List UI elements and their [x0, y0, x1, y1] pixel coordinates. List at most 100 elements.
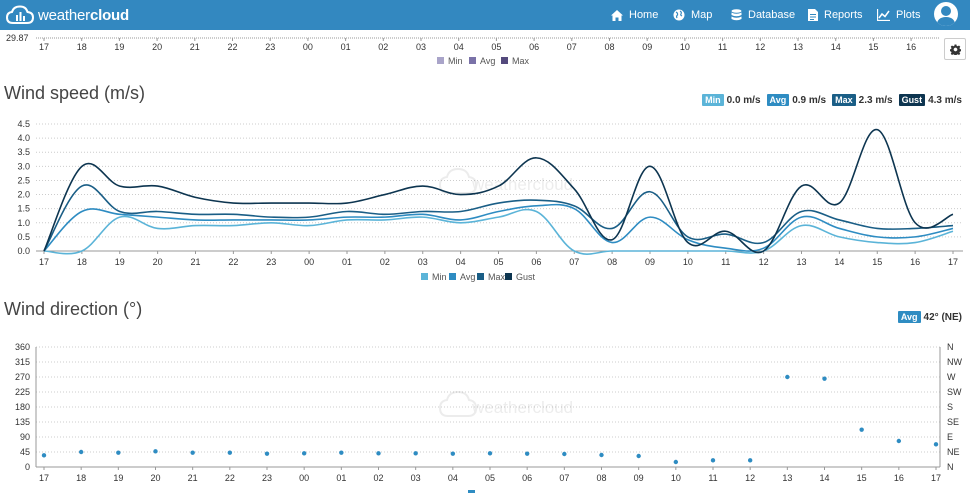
y-tick-label: 1.0: [17, 218, 30, 228]
y-tick-label: 225: [15, 387, 30, 397]
avg-direction-value: 42° (NE): [923, 311, 962, 323]
data-point: [562, 451, 567, 457]
legend-swatch: [477, 273, 484, 280]
top-chart-tick-label: 08: [604, 42, 614, 52]
x-tick-label: 23: [262, 473, 272, 483]
series-line-gust: [43, 128, 954, 254]
data-point: [822, 376, 827, 381]
top-chart-tick-label: 22: [227, 42, 237, 52]
min-value: 0.0 m/s: [726, 94, 761, 106]
x-tick-label: 10: [683, 257, 693, 267]
top-chart-tick-label: 07: [567, 42, 577, 52]
data-point: [896, 438, 902, 444]
y-tick-label: 270: [15, 372, 30, 382]
top-chart-tick-label: 11: [718, 42, 727, 52]
x-tick-label: 03: [418, 257, 428, 267]
x-tick-label: 00: [299, 473, 309, 483]
data-point: [636, 453, 641, 459]
compass-tick-label: NE: [947, 447, 960, 457]
nav-plots[interactable]: Plots: [877, 0, 920, 30]
legend-label: Min: [448, 56, 463, 66]
nav-reports-label: Reports: [824, 9, 863, 21]
weathercloud-logo[interactable]: weathercloud: [6, 4, 129, 26]
top-chart-tick-label: 13: [793, 42, 803, 52]
nav-reports[interactable]: Reports: [808, 0, 863, 30]
x-tick-label: 22: [228, 257, 238, 267]
y-tick-label: 315: [15, 357, 30, 367]
x-tick-label: 16: [894, 473, 904, 483]
data-point: [301, 451, 307, 456]
y-tick-label: 45: [20, 447, 30, 457]
gear-icon: [949, 43, 961, 55]
legend-swatch: [505, 273, 512, 280]
legend-swatch: [449, 273, 456, 280]
x-tick-label: 22: [225, 473, 235, 483]
x-tick-label: 06: [522, 473, 532, 483]
nav-home[interactable]: Home: [611, 0, 658, 30]
wind-speed-chart[interactable]: 0.0 0.5 1.0 1.5 2.0 2.5 3.0 3.5 4.0 4.5 17 18 19 20 21…: [0, 110, 970, 290]
y-tick-label: 0.5: [17, 232, 30, 242]
watermark-text: weathercloud: [471, 175, 573, 194]
x-tick-label: 12: [745, 473, 755, 483]
x-tick-label: 03: [411, 473, 421, 483]
x-tick-label: 07: [559, 473, 569, 483]
chart-settings-button[interactable]: [944, 38, 966, 60]
top-chart-tick-label: 02: [378, 42, 388, 52]
x-tick-label: 18: [76, 473, 86, 483]
x-tick-label: 09: [645, 257, 655, 267]
pressure-chart-partial: 29.87 17 18 19 20 21 22 23 00 01 02 03 04 05 06 07 08 09…: [6, 33, 940, 66]
wind-direction-title: Wind direction (°): [4, 299, 143, 319]
nav-database-label: Database: [748, 9, 796, 21]
y-tick-label: 3.5: [17, 147, 30, 157]
legend-label: Min: [432, 272, 447, 282]
top-chart-tick-label: 19: [114, 42, 124, 52]
series-line-min: [43, 208, 954, 255]
avg-value: 0.9 m/s: [792, 94, 827, 106]
gust-badge: Gust: [898, 94, 926, 106]
logo-text: weathercloud: [38, 6, 129, 24]
legend-swatch: [421, 273, 428, 280]
data-point: [487, 451, 493, 456]
x-tick-label: 17: [39, 473, 49, 483]
data-point: [227, 450, 233, 455]
y-tick-label: 4.0: [17, 133, 30, 143]
wind-direction-chart[interactable]: 0 N 45 NE 90 E 135 SE 180 S 225 SW 270 W 315 NW 360 N 17 18…: [0, 330, 970, 493]
max-value: 2.3 m/s: [858, 94, 893, 106]
x-tick-label: 10: [671, 473, 681, 483]
x-tick-label: 08: [596, 473, 606, 483]
data-point: [599, 452, 604, 458]
y-tick-label: 180: [15, 402, 30, 412]
data-point: [116, 450, 121, 455]
top-chart-tick-label: 00: [303, 42, 313, 52]
nav-database[interactable]: Database: [731, 0, 795, 30]
x-tick-label: 15: [857, 473, 867, 483]
x-tick-label: 01: [336, 473, 346, 483]
compass-tick-label: W: [947, 372, 956, 382]
y-tick-label: 2.0: [17, 190, 30, 200]
legend-label: Avg: [460, 272, 475, 282]
x-tick-label: 16: [910, 257, 920, 267]
top-chart-tick-label: 15: [868, 42, 878, 52]
x-tick-label: 17: [931, 473, 941, 483]
x-tick-label: 13: [782, 473, 792, 483]
top-chart-tick-label: 09: [642, 42, 652, 52]
top-chart-tick-label: 04: [454, 42, 464, 52]
watermark-text: weathercloud: [471, 398, 573, 417]
x-tick-label: 05: [493, 257, 503, 267]
series-line-max: [43, 184, 954, 252]
data-point: [710, 458, 716, 463]
x-tick-label: 17: [39, 257, 49, 267]
gust-value: 4.3 m/s: [928, 94, 962, 106]
x-tick-label: 04: [456, 257, 466, 267]
wind-speed-summary: Min 0.0 m/s Avg 0.9 m/s Max 2.3 m/s Gust 4.3…: [696, 94, 962, 106]
globe-icon: [673, 9, 685, 21]
top-chart-ytick: 29.87: [6, 33, 29, 43]
nav-map[interactable]: Map: [673, 0, 712, 30]
user-avatar[interactable]: [934, 2, 958, 26]
x-tick-label: 13: [796, 257, 806, 267]
x-tick-label: 15: [872, 257, 882, 267]
x-tick-label: 18: [77, 257, 87, 267]
watermark-cloud-icon: [438, 390, 478, 417]
top-chart-tick-label: 23: [265, 42, 275, 52]
min-badge: Min: [702, 94, 724, 106]
